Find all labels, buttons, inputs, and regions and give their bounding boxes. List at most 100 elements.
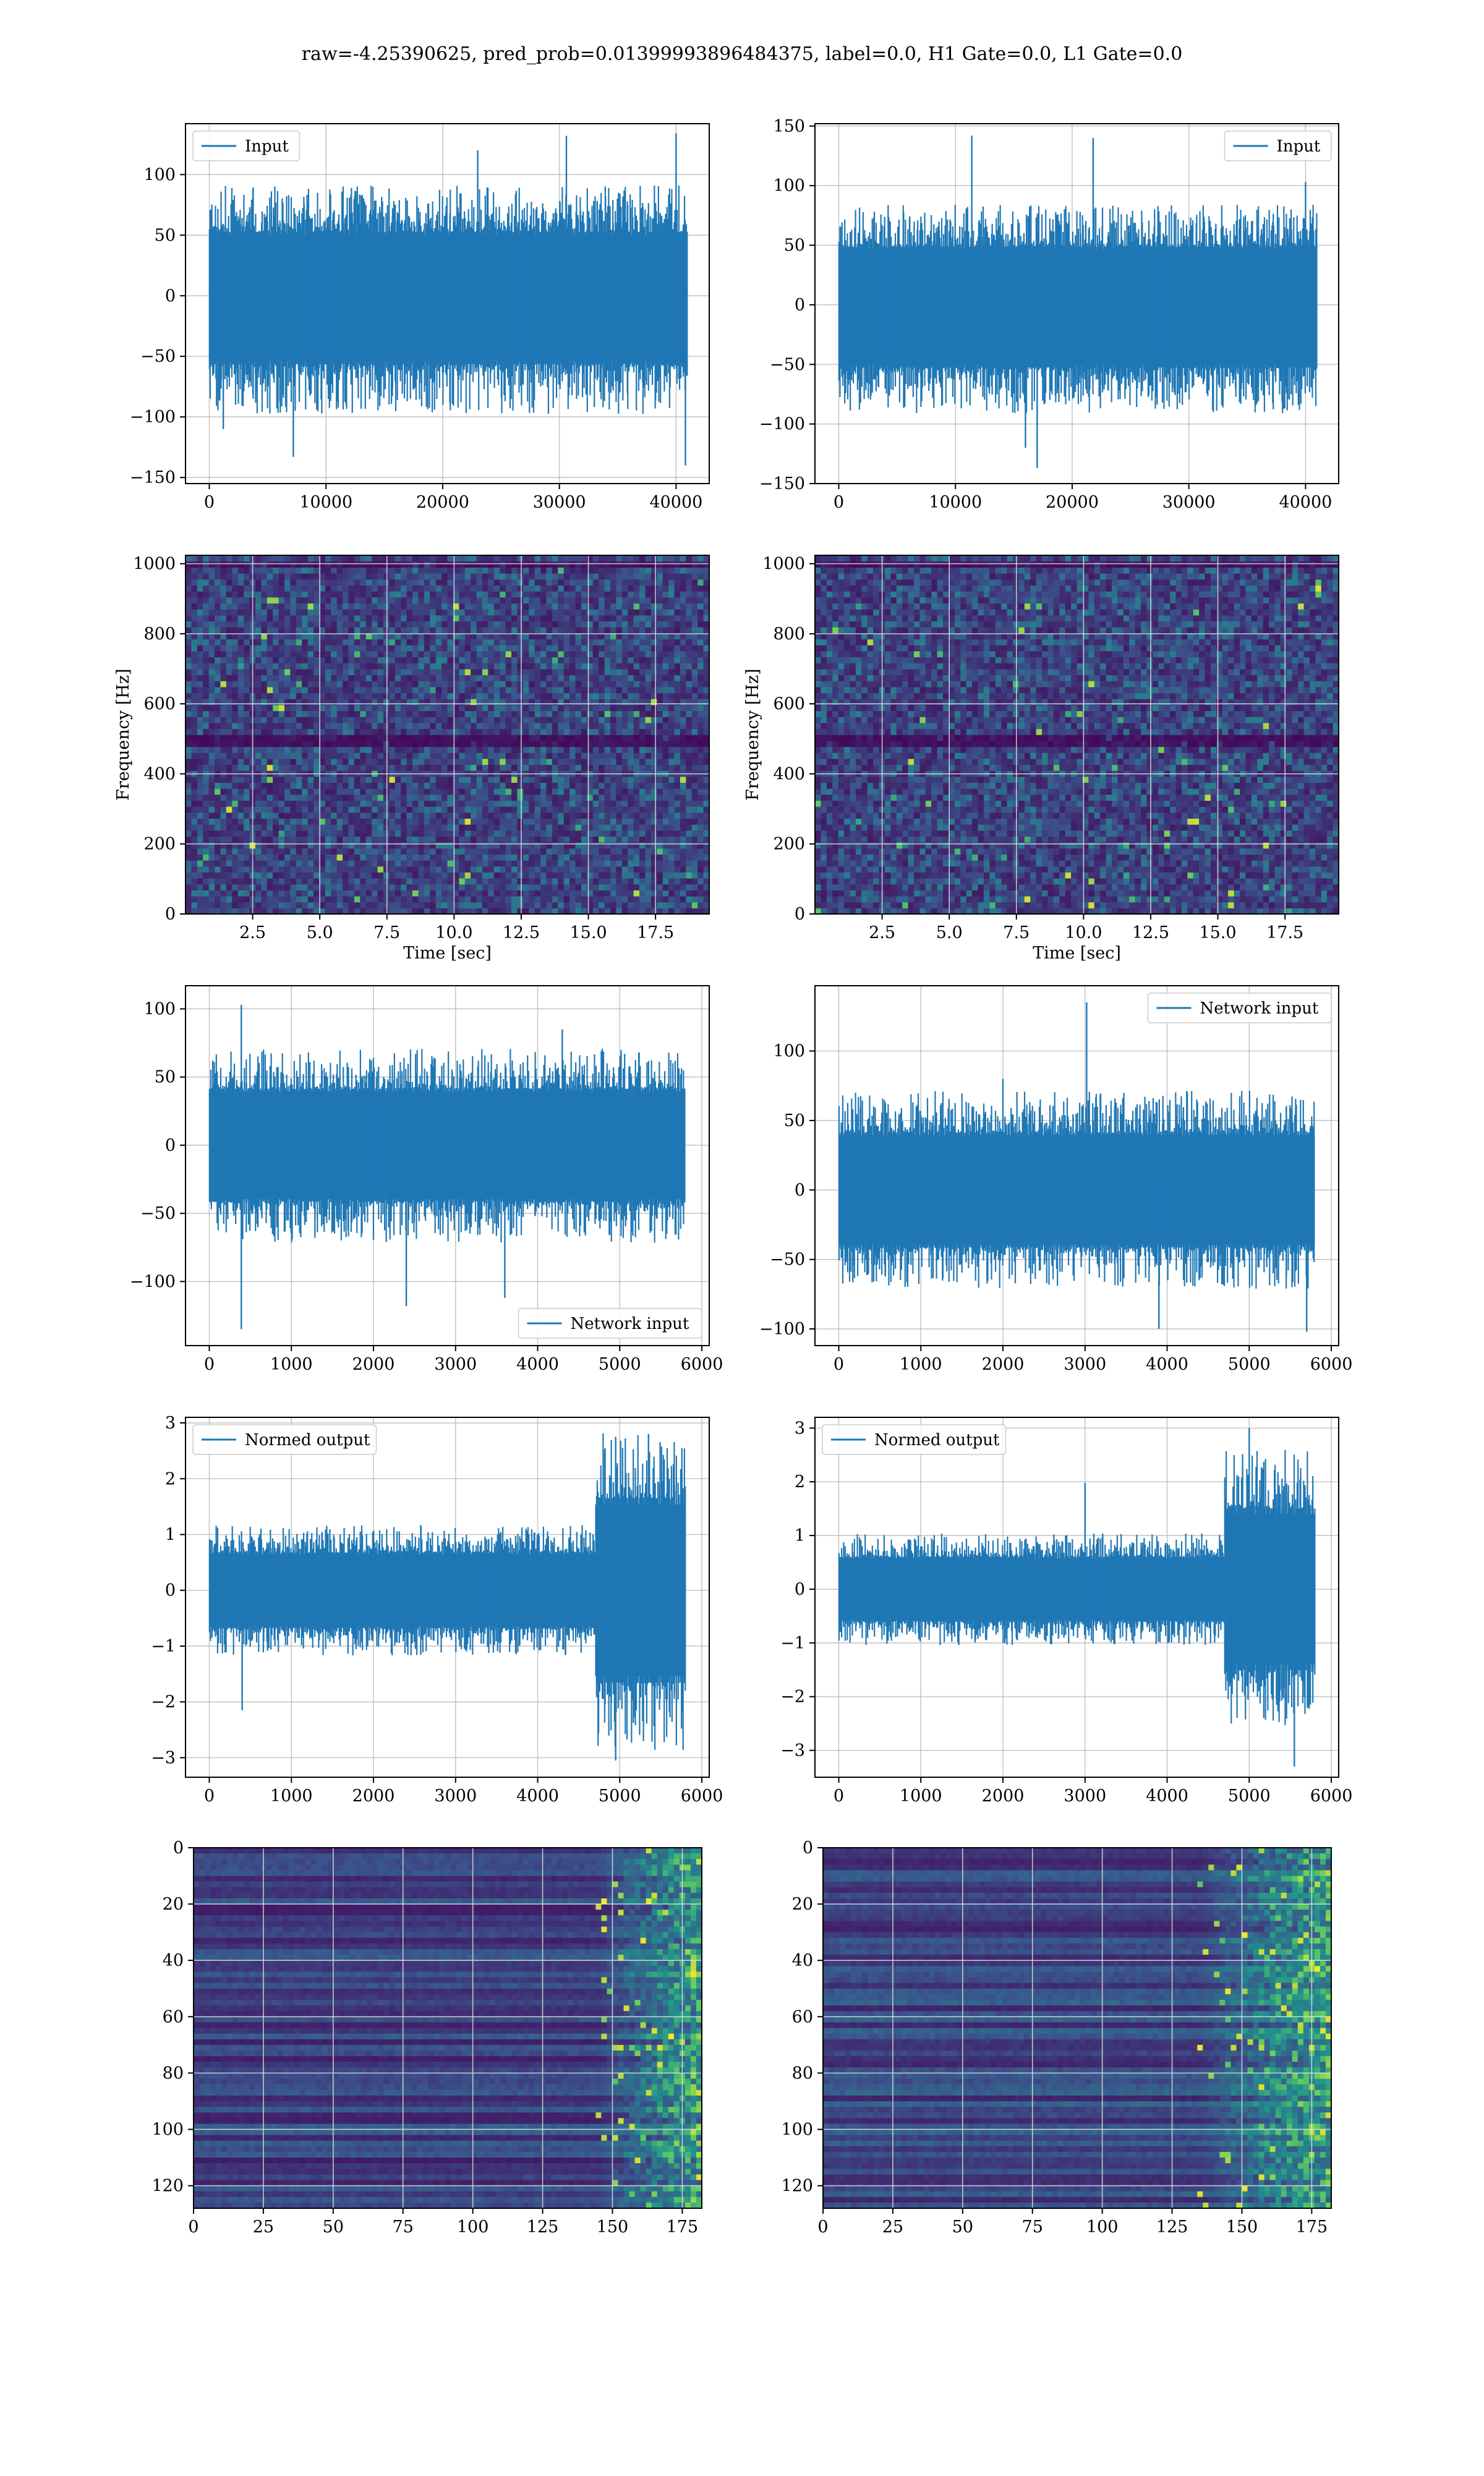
heatmap-cell [424, 884, 430, 890]
heatmap-cell [349, 800, 355, 806]
heatmap-cell [279, 902, 285, 908]
heatmap-cell [605, 902, 611, 908]
heatmap-cell [441, 896, 448, 902]
heatmap-cell [511, 777, 518, 783]
heatmap-cell [226, 669, 232, 675]
heatmap-cell [279, 836, 285, 842]
heatmap-cell [569, 806, 576, 813]
heatmap-cell [401, 824, 407, 830]
heatmap-cell [284, 705, 291, 711]
heatmap-cell [465, 813, 471, 819]
heatmap-cell [349, 884, 355, 890]
heatmap-cell [313, 717, 320, 723]
heatmap-cell [238, 759, 244, 765]
heatmap-cell [569, 687, 576, 693]
heatmap-cell [389, 753, 395, 759]
heatmap-cell [401, 848, 407, 855]
heatmap-cell [203, 728, 209, 735]
heatmap-cell [576, 735, 582, 741]
heatmap-cell [354, 824, 360, 830]
heatmap-cell [488, 830, 494, 837]
heatmap-cell [407, 782, 413, 788]
heatmap-cell [343, 842, 349, 848]
heatmap-cell [238, 675, 244, 681]
heatmap-cell [639, 675, 646, 681]
heatmap-cell [645, 723, 651, 729]
heatmap-cell [191, 746, 197, 753]
heatmap-cell [354, 723, 360, 729]
heatmap-cell [412, 848, 419, 855]
heatmap-cell [197, 782, 203, 788]
heatmap-cell [657, 669, 663, 675]
heatmap-cell [628, 848, 634, 855]
heatmap-cell [663, 830, 669, 837]
heatmap-cell [203, 824, 209, 830]
heatmap-cell [197, 795, 203, 801]
heatmap-cell [634, 842, 640, 848]
heatmap-cell [209, 746, 215, 753]
heatmap-cell [401, 866, 407, 873]
x-tick-label: 10000 [929, 493, 982, 512]
heatmap-cell [675, 717, 681, 723]
heatmap-cell [628, 669, 634, 675]
heatmap-cell [372, 735, 378, 741]
heatmap-cell [523, 723, 529, 729]
heatmap-cell [448, 728, 454, 735]
heatmap-cell [634, 675, 640, 681]
heatmap-cell [546, 741, 552, 747]
heatmap-cell [284, 878, 291, 884]
heatmap-cell [465, 836, 471, 842]
heatmap-cell [465, 711, 471, 717]
heatmap-cell [366, 675, 372, 681]
heatmap-cell [424, 759, 430, 765]
heatmap-cell [331, 764, 337, 771]
heatmap-cell [401, 795, 407, 801]
heatmap-cell [436, 890, 442, 896]
heatmap-cell [349, 818, 355, 824]
heatmap-cell [389, 693, 395, 699]
heatmap-cell [372, 878, 378, 884]
heatmap-cell [284, 830, 291, 837]
heatmap-cell [686, 681, 692, 687]
heatmap-cell [261, 860, 267, 866]
heatmap-cell [535, 806, 541, 813]
heatmap-cell [267, 711, 273, 717]
heatmap-cell [622, 705, 628, 711]
heatmap-cell [412, 884, 419, 890]
heatmap-cell [576, 813, 582, 819]
heatmap-cell [569, 848, 576, 855]
heatmap-cell [593, 872, 599, 878]
heatmap-cell [343, 813, 349, 819]
heatmap-cell [465, 669, 471, 675]
heatmap-cell [576, 842, 582, 848]
heatmap-cell [552, 872, 558, 878]
heatmap-cell [576, 836, 582, 842]
heatmap-cell [197, 723, 203, 729]
heatmap-cell [244, 842, 250, 848]
heatmap-cell [186, 824, 192, 830]
heatmap-cell [418, 813, 424, 819]
heatmap-cell [477, 711, 483, 717]
heatmap-cell [407, 711, 413, 717]
heatmap-cell [366, 728, 372, 735]
heatmap-cell [535, 902, 541, 908]
heatmap-cell [220, 735, 226, 741]
heatmap-cell [506, 687, 512, 693]
heatmap-cell [697, 830, 704, 837]
heatmap-cell [616, 836, 622, 842]
heatmap-cell [389, 711, 395, 717]
heatmap-cell [232, 675, 238, 681]
heatmap-cell [663, 669, 669, 675]
heatmap-cell [628, 795, 634, 801]
heatmap-cell [354, 711, 360, 717]
heatmap-cell [663, 764, 669, 771]
heatmap-cell [645, 806, 651, 813]
heatmap-cell [552, 896, 558, 902]
heatmap-cell [581, 890, 587, 896]
heatmap-cell [663, 746, 669, 753]
heatmap-cell [558, 788, 564, 795]
heatmap-cell [482, 872, 488, 878]
heatmap-cell [354, 693, 360, 699]
heatmap-cell [540, 800, 547, 806]
heatmap-cell [349, 693, 355, 699]
